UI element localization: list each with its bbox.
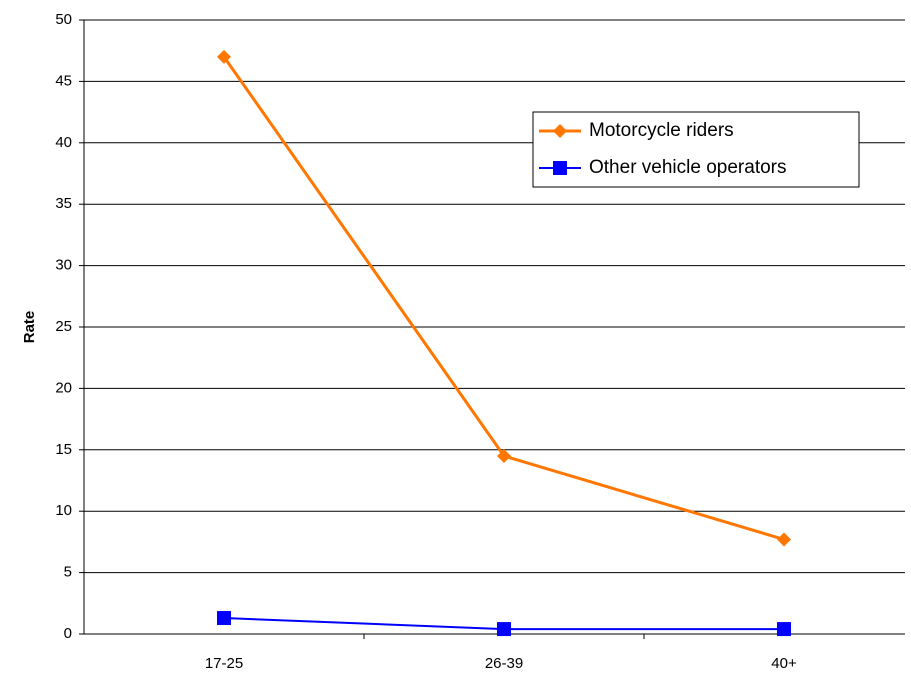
legend-marker (553, 161, 567, 175)
data-point (217, 611, 231, 626)
x-tick-label: 17-25 (205, 655, 243, 672)
x-tick-label: 40+ (771, 655, 797, 672)
x-tick-label: 26-39 (485, 655, 523, 672)
legend-box (532, 111, 860, 188)
y-tick-label: 5 (64, 564, 72, 581)
data-point (497, 622, 511, 637)
data-point (777, 532, 791, 547)
y-tick-label: 50 (55, 11, 72, 28)
y-tick-label: 45 (55, 72, 72, 89)
data-point (217, 49, 231, 64)
y-tick-label: 0 (64, 625, 72, 642)
legend-label: Other vehicle operators (589, 157, 787, 178)
y-axis-label: Rate (21, 311, 38, 344)
y-tick-label: 25 (55, 318, 72, 335)
y-tick-label: 40 (55, 134, 72, 151)
y-tick-label: 30 (55, 257, 72, 274)
y-tick-label: 35 (55, 195, 72, 212)
legend-label: Motorcycle riders (589, 120, 734, 141)
data-point (497, 448, 511, 463)
y-tick-label: 20 (55, 379, 72, 396)
legend-marker (553, 124, 567, 138)
data-point (777, 622, 791, 637)
y-tick-label: 15 (55, 441, 72, 458)
y-tick-label: 10 (55, 502, 72, 519)
